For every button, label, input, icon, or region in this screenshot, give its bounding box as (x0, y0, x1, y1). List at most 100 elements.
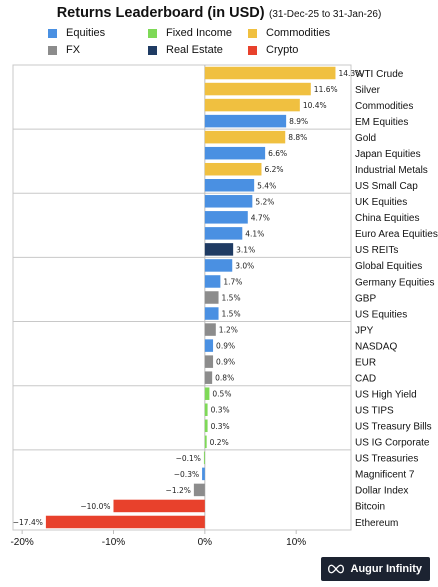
bar (193, 483, 205, 497)
category-label: US Treasury Bills (355, 422, 432, 433)
legend-swatch (148, 28, 157, 38)
legend-swatch (248, 28, 257, 38)
bar (204, 371, 213, 384)
title-block: Returns Leaderboard (in USD) (31-Dec-25 … (0, 4, 438, 22)
legend-item-fx: FX (48, 44, 80, 56)
bar (204, 130, 286, 144)
value-label: −17.4% (13, 518, 43, 527)
value-label: 11.6% (314, 85, 338, 94)
brand-name: Augur Infinity (350, 563, 423, 575)
bar (204, 162, 262, 176)
plot-frame (12, 64, 352, 531)
brand-logo: Augur Infinity (320, 557, 430, 581)
value-label: 0.8% (215, 374, 234, 383)
legend-item-commodities: Commodities (248, 27, 330, 39)
bar (204, 419, 208, 433)
value-label: −1.2% (166, 486, 191, 495)
bar (45, 515, 205, 529)
legend-swatch (148, 45, 157, 55)
legend: Equities Fixed Income Commodities FX Real Es… (0, 26, 438, 60)
category-label: WTI Crude (355, 69, 404, 80)
category-label: US High Yield (355, 390, 417, 401)
bar (204, 355, 214, 368)
value-label: 6.6% (268, 149, 287, 158)
bar (204, 66, 336, 80)
chart-subtitle: (31-Dec-25 to 31-Jan-26) (269, 9, 382, 20)
legend-label: Crypto (266, 44, 299, 56)
value-label: 0.2% (210, 438, 229, 447)
legend-label: FX (66, 44, 81, 56)
bar (204, 211, 248, 224)
value-label: 14.3% (338, 69, 362, 78)
value-label: 0.3% (211, 406, 230, 415)
value-label: 3.0% (235, 261, 254, 270)
legend-swatch (48, 45, 57, 55)
legend-item-crypto: Crypto (248, 44, 298, 56)
legend-label: Real Estate (166, 44, 223, 56)
category-label: Magnificent 7 (355, 470, 415, 481)
bar (204, 98, 300, 112)
value-label: 6.2% (264, 165, 283, 174)
category-label: EM Equities (355, 117, 408, 128)
value-label: 1.5% (222, 310, 241, 319)
value-label: −10.0% (80, 502, 110, 511)
category-label: Bitcoin (355, 502, 385, 513)
value-label: 1.5% (222, 294, 241, 303)
bar (204, 179, 255, 192)
bar (204, 114, 287, 128)
category-label: Global Equities (355, 261, 422, 272)
legend-label: Equities (66, 27, 106, 39)
bar (204, 339, 214, 352)
value-label: −0.3% (174, 470, 199, 479)
category-label: GBP (355, 293, 376, 304)
category-label: Ethereum (355, 518, 398, 529)
bar (113, 499, 205, 513)
category-label: Euro Area Equities (355, 229, 438, 240)
legend-item-fixed-income: Fixed Income (148, 27, 232, 39)
bar (204, 403, 208, 416)
bar (204, 259, 233, 272)
category-label: Dollar Index (355, 486, 408, 497)
x-tick-label: -10% (102, 537, 125, 548)
legend-item-equities: Equities (48, 27, 105, 39)
category-label: US Equities (355, 309, 407, 320)
x-tick-label: 10% (286, 537, 306, 548)
bar (204, 195, 253, 208)
legend-label: Commodities (266, 27, 331, 39)
value-label: −0.1% (176, 454, 201, 463)
x-tick-label: 0% (198, 537, 213, 548)
category-label: Gold (355, 133, 376, 144)
value-label: 5.4% (257, 181, 276, 190)
category-label: US TIPS (355, 406, 394, 417)
legend-item-real-estate: Real Estate (148, 44, 223, 56)
category-label: Commodities (355, 101, 413, 112)
category-label: NASDAQ (355, 341, 397, 352)
category-label: Germany Equities (355, 277, 434, 288)
chart-title: Returns Leaderboard (in USD) (56, 5, 265, 21)
category-label: US Treasuries (355, 454, 418, 465)
category-label: Japan Equities (355, 149, 421, 160)
value-label: 5.2% (255, 197, 274, 206)
value-label: 1.2% (219, 326, 238, 335)
infinity-logo-icon (327, 564, 344, 574)
bar (204, 146, 266, 160)
category-label: Industrial Metals (355, 165, 428, 176)
value-label: 10.4% (303, 101, 327, 110)
bar (204, 307, 219, 320)
value-label: 3.1% (236, 245, 255, 254)
value-label: 8.9% (289, 117, 308, 126)
legend-swatch (48, 28, 57, 38)
category-label: US REITs (355, 245, 398, 256)
value-label: 0.9% (216, 342, 235, 351)
bar (203, 451, 205, 465)
bar (202, 467, 205, 481)
value-label: 4.7% (251, 213, 270, 222)
category-label: UK Equities (355, 197, 407, 208)
value-label: 0.9% (216, 358, 235, 367)
legend-label: Fixed Income (166, 27, 233, 39)
bar (204, 291, 219, 304)
category-label: CAD (355, 373, 376, 384)
category-label: US IG Corporate (355, 438, 430, 449)
category-label: China Equities (355, 213, 419, 224)
